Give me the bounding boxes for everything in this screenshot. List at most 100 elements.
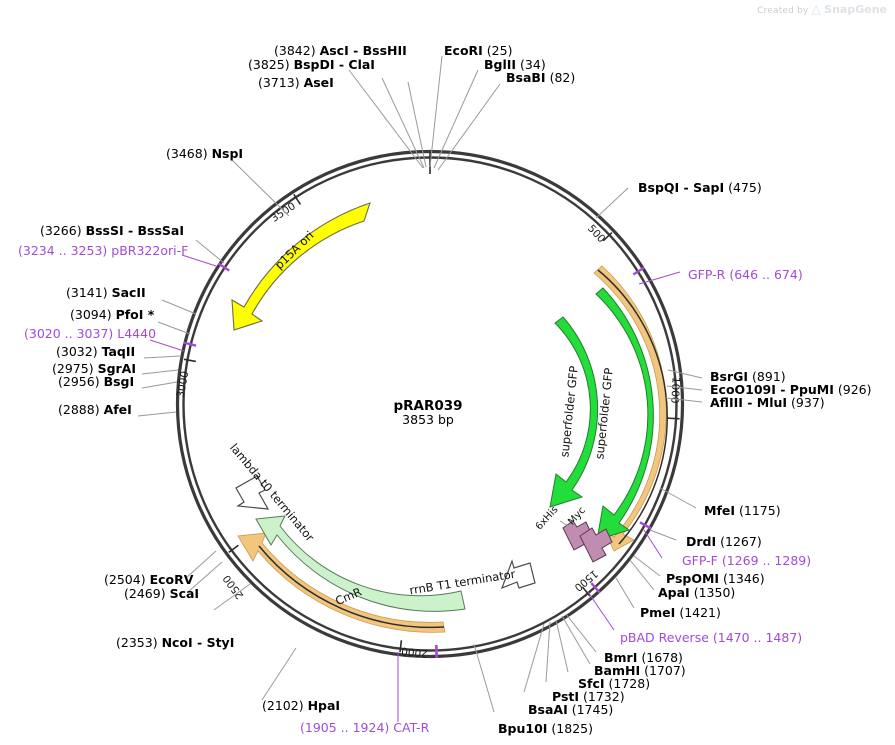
site-position: (1350) [693, 585, 736, 600]
ruler-label-500: 500 [585, 223, 607, 246]
site-position: (1825) [551, 721, 593, 736]
site-label-ecorv[interactable]: (2504) EcoRV [104, 573, 193, 587]
site-enzyme: BspDI - ClaI [293, 57, 375, 72]
site-position: (3032) [56, 344, 98, 359]
feature-cmr: CmR [255, 515, 466, 612]
feature-rrnb-t1-terminator: rrnB T1 terminator [408, 559, 536, 598]
site-position: (1678) [641, 650, 683, 665]
site-label-drdi[interactable]: DrdI (1267) [686, 535, 762, 549]
site-label-bsrgi[interactable]: BsrGI (891) [710, 370, 786, 384]
site-label-sfci[interactable]: SfcI (1728) [578, 677, 650, 691]
site-label-pmei[interactable]: PmeI (1421) [640, 606, 721, 620]
site-label-pbad-reverse[interactable]: pBAD Reverse (1470 .. 1487) [620, 631, 802, 645]
site-position: (1267) [720, 534, 762, 549]
site-position: (926) [837, 382, 872, 397]
site-label-taqii[interactable]: (3032) TaqII [56, 345, 135, 359]
site-position: (34) [520, 57, 546, 72]
site-label-sgrai[interactable]: (2975) SgrAI [52, 362, 136, 376]
site-enzyme: NspI [211, 146, 244, 161]
site-label-hpai[interactable]: (2102) HpaI [262, 699, 340, 713]
site-enzyme: ScaI [169, 586, 200, 601]
site-position: (3141) [66, 285, 108, 300]
snapgene-watermark: Created by △ SnapGene [757, 2, 887, 16]
site-label-pfoi[interactable]: (3094) PfoI * [70, 308, 154, 322]
site-enzyme: GFP-R [688, 267, 726, 282]
site-label-bsabi[interactable]: BsaBI (82) [506, 71, 575, 85]
feature-label-6xhis: 6xHis [534, 504, 561, 532]
site-enzyme: ApaI [658, 585, 690, 600]
feature-label-p15a-ori: p15A ori [272, 228, 317, 272]
site-enzyme: TaqII [101, 344, 136, 359]
site-label-apai[interactable]: ApaI (1350) [658, 586, 735, 600]
site-label-pbr322ori-f[interactable]: (3234 .. 3253) pBR322ori-F [18, 244, 188, 258]
site-label-aflii-mlui[interactable]: AflIII - MluI (937) [710, 396, 825, 410]
site-label-mfei[interactable]: MfeI (1175) [704, 504, 781, 518]
site-label-asei[interactable]: (3713) AseI [258, 76, 334, 90]
site-label-bspdi-clai[interactable]: (3825) BspDI - ClaI [248, 58, 375, 72]
site-position: (3842) [274, 43, 316, 58]
site-position: (2353) [116, 635, 158, 650]
site-enzyme: BmrI [604, 650, 638, 665]
site-label-ecoo109i-ppumi[interactable]: EcoO109I - PpuMI (926) [710, 383, 872, 397]
ruler-label-3000: 3000 [175, 370, 192, 398]
site-enzyme: BsaAI [528, 702, 568, 717]
watermark-brand: SnapGene [824, 3, 887, 16]
site-label-bglii[interactable]: BglII (34) [484, 58, 546, 72]
ruler-label-1000: 1000 [668, 376, 682, 403]
site-label-bsgi[interactable]: (2956) BsgI [58, 375, 134, 389]
site-position: (1269 .. 1289) [721, 553, 812, 568]
site-position: (1346) [723, 571, 765, 586]
site-label-afei[interactable]: (2888) AfeI [58, 403, 132, 417]
site-position: (1745) [571, 702, 614, 717]
site-label-gfp-r[interactable]: GFP-R (646 .. 674) [688, 268, 803, 282]
watermark-prefix: Created by [757, 6, 809, 16]
site-label-bpu10i[interactable]: Bpu10I (1825) [498, 722, 593, 736]
site-position: (3266) [40, 223, 82, 238]
site-label-bsaai[interactable]: BsaAI (1745) [528, 703, 613, 717]
site-label-bspqi-sapi[interactable]: BspQI - SapI (475) [638, 181, 762, 195]
site-label-gfp-f[interactable]: GFP-F (1269 .. 1289) [682, 554, 811, 568]
site-position: (3468) [166, 146, 208, 161]
site-enzyme: PspOMI [666, 571, 720, 586]
site-label-bamhi[interactable]: BamHI (1707) [594, 664, 686, 678]
site-enzyme: CAT-R [393, 720, 430, 735]
site-label-sacii[interactable]: (3141) SacII [66, 286, 146, 300]
site-enzyme: PmeI [640, 605, 676, 620]
plasmid-center-label: pRAR039 3853 bp [393, 398, 462, 427]
site-position: (25) [486, 43, 513, 58]
site-label-bsssi-bsssai[interactable]: (3266) BssSI - BssSaI [40, 224, 184, 238]
site-enzyme: pBAD Reverse [620, 630, 709, 645]
site-enzyme: AflIII - MluI [710, 395, 788, 410]
site-label-l4440[interactable]: (3020 .. 3037) L4440 [24, 327, 156, 341]
snapgene-logo-icon: △ [811, 2, 822, 16]
site-enzyme: AseI [303, 75, 334, 90]
site-enzyme: MfeI [704, 503, 736, 518]
orf-arc-cmr [237, 532, 446, 633]
site-position: (2102) [262, 698, 304, 713]
site-label-ncoi-styi[interactable]: (2353) NcoI - StyI [116, 636, 234, 650]
site-label-bmri[interactable]: BmrI (1678) [604, 651, 683, 665]
site-label-pspomi[interactable]: PspOMI (1346) [666, 572, 765, 586]
feature-label-rrnb-t1-terminator: rrnB T1 terminator [408, 567, 516, 598]
plasmid-name: pRAR039 [393, 398, 462, 414]
site-enzyme: SgrAI [97, 361, 137, 376]
site-position: (475) [728, 180, 762, 195]
feature-superfolder-gfp-inner: superfolder GFP [549, 316, 599, 508]
site-enzyme: BssSI - BssSaI [85, 223, 185, 238]
site-label-cat-r[interactable]: (1905 .. 1924) CAT-R [300, 721, 429, 735]
site-label-psti[interactable]: PstI (1732) [552, 690, 625, 704]
site-position: (1421) [679, 605, 721, 620]
site-label-scai[interactable]: (2469) ScaI [124, 587, 199, 601]
site-label-ascI-bsshii[interactable]: (3842) AscI - BssHII [274, 44, 407, 58]
feature-label-superfolder-gfp-inner: superfolder GFP [557, 365, 581, 458]
site-label-nspi[interactable]: (3468) NspI [166, 147, 243, 161]
site-position: (2975) [52, 361, 94, 376]
site-enzyme: BglII [484, 57, 517, 72]
site-position: (1175) [739, 503, 781, 518]
site-label-ecori[interactable]: EcoRI (25) [444, 44, 512, 58]
site-position: (3825) [248, 57, 290, 72]
site-enzyme: GFP-F [682, 553, 718, 568]
ruler-label-2500: 2500 [221, 572, 247, 601]
site-enzyme: Bpu10I [498, 721, 548, 736]
site-enzyme: PfoI * [115, 307, 155, 322]
